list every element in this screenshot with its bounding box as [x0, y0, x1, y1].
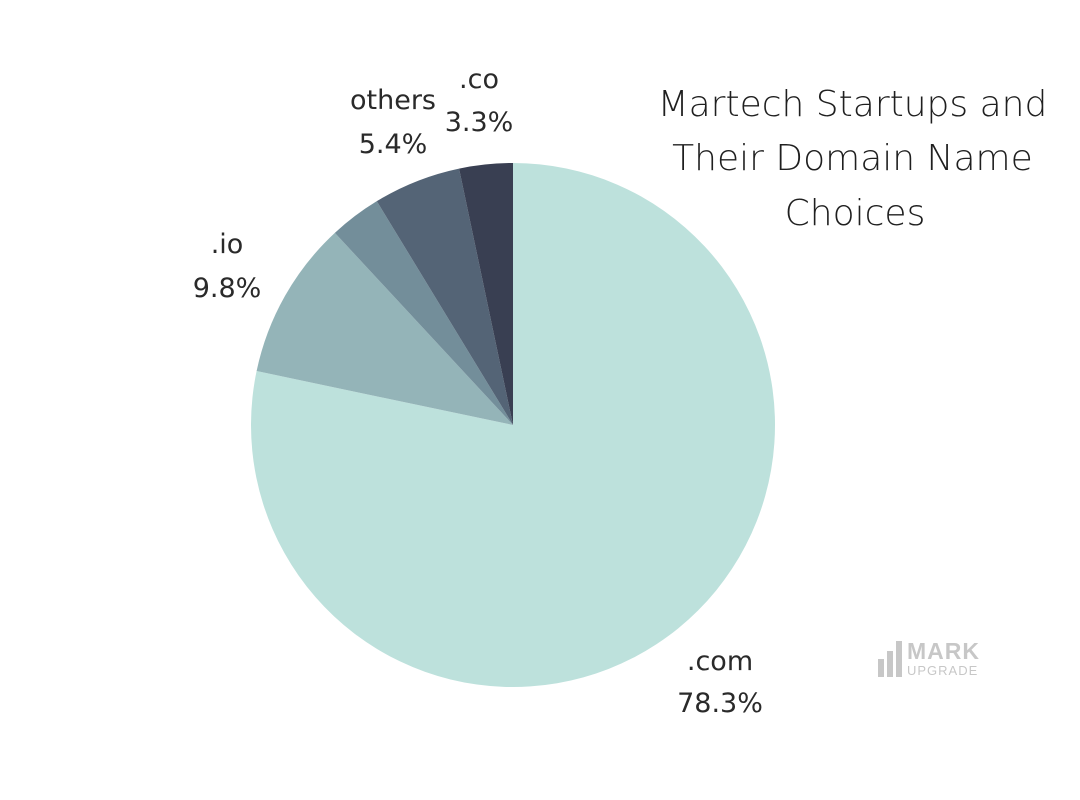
pie-slices [250, 163, 775, 687]
logo-text-sub: UPGRADE [907, 663, 979, 678]
slice-label-name: others [350, 85, 436, 116]
chart-title-line-1: Martech Startups and [658, 84, 1048, 125]
slice-label-name: .com [687, 646, 753, 677]
bar-chart-icon [878, 640, 902, 677]
chart-title: Martech Startups and Their Domain Name C… [658, 84, 1053, 234]
brand-logo: MARK UPGRADE [878, 640, 980, 677]
pie-slice-io [256, 232, 513, 425]
chart-title-line-3: Choices [785, 193, 926, 234]
slice-label-value: 78.3% [677, 688, 763, 719]
chart-title-line-2: Their Domain Name [672, 138, 1033, 179]
pie-slice-unlabeled [334, 201, 513, 425]
slice-label-name: .io [211, 229, 244, 260]
slice-label-value: 5.4% [359, 129, 428, 160]
pie-slice-com [250, 163, 775, 687]
slice-label-name: .co [459, 64, 499, 95]
slice-label-value: 9.8% [193, 273, 262, 304]
pie-slice-others [376, 168, 513, 426]
pie-slice-co [459, 163, 513, 425]
slice-label-value: 3.3% [445, 107, 514, 138]
slice-labels: .com 78.3% .io 9.8% others 5.4% .co 3.3% [193, 64, 763, 719]
logo-text-main: MARK [907, 638, 980, 664]
